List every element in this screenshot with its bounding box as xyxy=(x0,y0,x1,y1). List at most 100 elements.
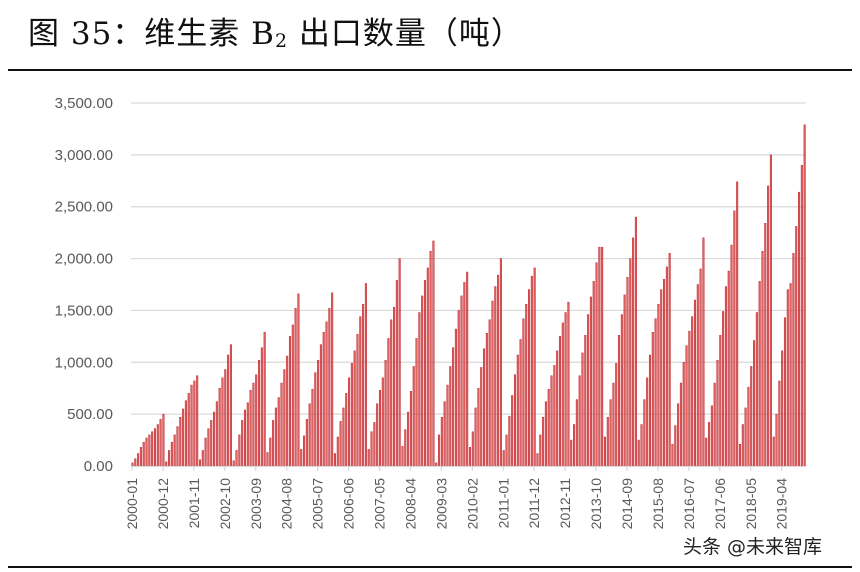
bar xyxy=(803,124,806,467)
bar xyxy=(502,450,505,467)
x-tick-label: 2019-04 xyxy=(774,478,790,530)
figure-title-subscript: 2 xyxy=(274,30,289,52)
bar xyxy=(165,461,168,467)
bar xyxy=(682,362,685,467)
bar xyxy=(246,402,249,467)
bar xyxy=(634,216,637,467)
bar xyxy=(505,434,508,467)
bar xyxy=(570,439,573,467)
bar xyxy=(454,328,457,467)
bar xyxy=(691,316,694,467)
bar xyxy=(800,164,803,467)
bar xyxy=(429,251,432,467)
bar xyxy=(741,424,744,467)
bar xyxy=(558,336,562,467)
bar xyxy=(699,268,702,467)
bar xyxy=(376,403,379,467)
bar xyxy=(269,437,272,467)
bar xyxy=(525,303,528,467)
bar xyxy=(567,301,570,467)
bar xyxy=(418,312,421,467)
x-tick-label: 2004-08 xyxy=(279,478,295,530)
x-tick-label: 2007-05 xyxy=(372,478,388,530)
bar xyxy=(474,407,477,467)
bar xyxy=(536,453,539,467)
bar xyxy=(513,374,517,467)
bar xyxy=(393,307,396,467)
bar xyxy=(668,253,671,467)
bar xyxy=(598,246,601,467)
bar xyxy=(356,334,359,467)
bar xyxy=(719,335,722,467)
figure-title: 图 35：维生素 B2 出口数量（吨） xyxy=(28,8,523,53)
x-tick-label: 2014-09 xyxy=(619,478,635,530)
bar xyxy=(688,330,691,467)
bar xyxy=(603,436,607,467)
bar xyxy=(227,354,230,467)
x-tick-label: 2011-12 xyxy=(526,478,542,529)
bar xyxy=(182,408,185,467)
bar xyxy=(179,417,182,467)
bar xyxy=(618,335,621,467)
bar xyxy=(626,276,629,467)
bar xyxy=(438,434,441,467)
x-tick-label: 2012-11 xyxy=(557,478,573,529)
bar xyxy=(359,316,362,467)
bar xyxy=(353,350,356,467)
bar xyxy=(640,424,643,467)
bar xyxy=(693,299,697,467)
bar xyxy=(789,283,792,467)
figure-title-suffix: 出口数量（吨） xyxy=(288,16,523,52)
bar xyxy=(677,403,680,467)
bar xyxy=(193,380,196,467)
bar xyxy=(300,449,303,467)
bar xyxy=(162,413,165,467)
bar xyxy=(238,434,241,467)
bar xyxy=(266,452,269,467)
bar xyxy=(556,350,559,467)
bar xyxy=(224,369,227,467)
bar xyxy=(499,258,502,467)
bar xyxy=(283,369,286,467)
bar xyxy=(685,345,688,467)
bar xyxy=(491,300,494,467)
bar xyxy=(176,426,179,467)
bar xyxy=(798,191,801,467)
bar xyxy=(480,367,483,467)
bar xyxy=(339,421,342,467)
bar xyxy=(511,395,514,467)
bar xyxy=(674,425,677,467)
bar xyxy=(235,450,238,467)
bar xyxy=(201,450,204,467)
bar xyxy=(249,390,252,467)
y-tick-label: 3,000.00 xyxy=(55,147,113,164)
bar xyxy=(702,237,705,467)
bar xyxy=(159,419,162,467)
bar xyxy=(651,331,654,467)
bar xyxy=(722,311,725,467)
x-tick-label: 2000-01 xyxy=(124,478,140,530)
bar xyxy=(708,422,711,467)
bar xyxy=(196,375,199,467)
bar xyxy=(463,282,466,467)
bar xyxy=(333,453,337,467)
bar xyxy=(449,366,452,467)
bar xyxy=(134,458,137,467)
bar xyxy=(648,354,652,467)
bar xyxy=(573,424,576,467)
bar xyxy=(345,393,348,467)
bar xyxy=(595,262,598,467)
bar xyxy=(623,294,626,467)
bar xyxy=(716,359,719,467)
bar xyxy=(769,154,772,467)
bar xyxy=(263,331,266,467)
bar xyxy=(544,401,547,467)
bar xyxy=(443,401,446,467)
bar xyxy=(415,338,418,467)
bar xyxy=(646,377,649,467)
figure-title-prefix: 图 35：维生素 B xyxy=(28,16,275,52)
bar xyxy=(606,417,609,467)
bar xyxy=(485,333,488,467)
bar xyxy=(412,366,415,467)
bar xyxy=(322,331,325,467)
